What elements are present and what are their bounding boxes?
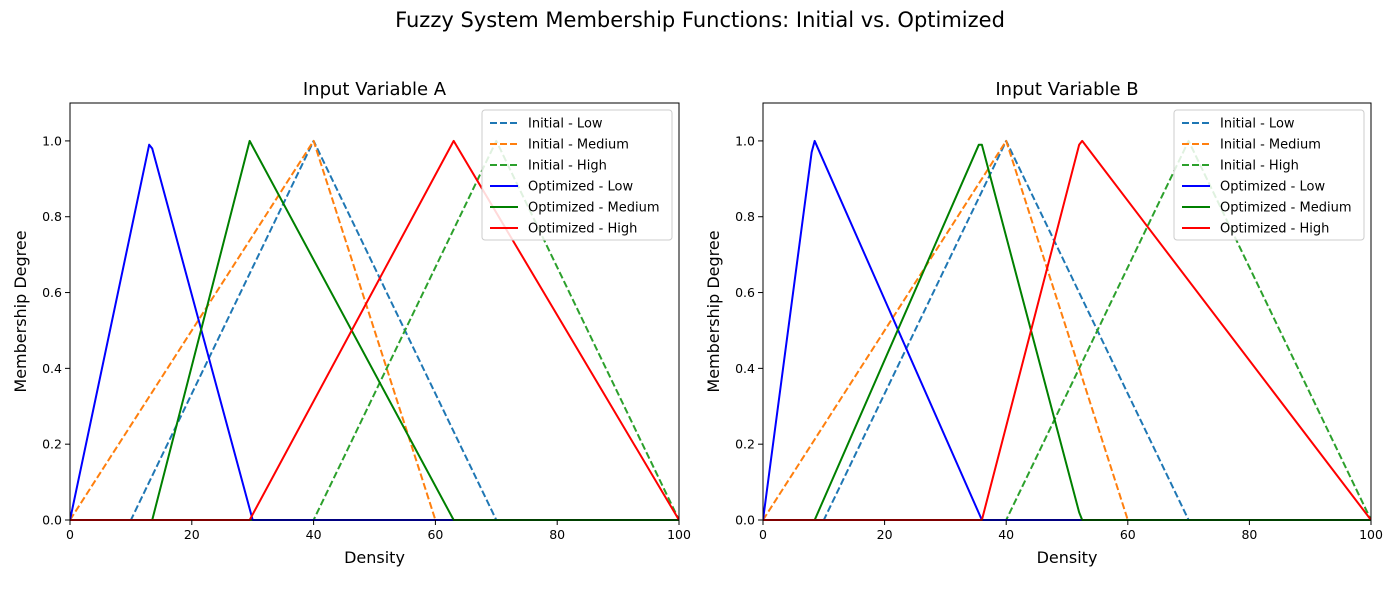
x-tick-label: 20 xyxy=(184,527,200,542)
legend-box xyxy=(481,109,673,241)
axes-frame xyxy=(69,102,680,521)
x-tick-label: 0 xyxy=(66,527,74,542)
subplot-title: Input Variable B xyxy=(995,79,1138,100)
x-tick-label: 20 xyxy=(877,527,893,542)
y-tick-label: 1.0 xyxy=(42,133,62,148)
legend-label-initial-high: Initial - High xyxy=(528,159,607,174)
legend-label-initial-high: Initial - High xyxy=(1220,159,1299,174)
y-tick-label: 0.0 xyxy=(735,513,755,528)
y-axis-label: Membership Degree xyxy=(11,230,30,392)
y-tick-label: 0.8 xyxy=(735,209,755,224)
x-tick-label: 40 xyxy=(998,527,1014,542)
x-tick-label: 0 xyxy=(759,527,767,542)
legend-label-initial-medium: Initial - Medium xyxy=(528,138,629,153)
legend-box xyxy=(1173,109,1365,241)
x-axis-label: Density xyxy=(344,548,405,567)
subplot-title: Input Variable A xyxy=(303,79,447,100)
x-tick-label: 60 xyxy=(427,527,443,542)
y-tick-label: 0.8 xyxy=(42,209,62,224)
y-tick-label: 0.0 xyxy=(42,513,62,528)
legend-label-optimized-low: Optimized - Low xyxy=(528,180,633,195)
legend: Initial - Low Initial - Medium Initial - H… xyxy=(1173,109,1365,241)
y-tick-label: 1.0 xyxy=(735,133,755,148)
y-axis-label: Membership Degree xyxy=(704,230,723,392)
x-axis-label: Density xyxy=(1037,548,1098,567)
y-tick-label: 0.2 xyxy=(42,437,62,452)
figure-title: Fuzzy System Membership Functions: Initi… xyxy=(395,8,1005,32)
x-tick-label: 60 xyxy=(1120,527,1136,542)
x-tick-label: 100 xyxy=(1359,527,1383,542)
legend-label-optimized-low: Optimized - Low xyxy=(1220,180,1325,195)
y-tick-label: 0.6 xyxy=(42,285,62,300)
y-tick-label: 0.6 xyxy=(735,285,755,300)
legend-label-optimized-medium: Optimized - Medium xyxy=(1220,201,1351,216)
subplot-input-variable-b: Input Variable B 0 20 40 60 80 100 0.0 0.2 0.4 0.6… xyxy=(704,79,1383,567)
x-tick-label: 80 xyxy=(1241,527,1257,542)
legend: Initial - Low Initial - Medium Initial - H… xyxy=(481,109,673,241)
x-tick-label: 40 xyxy=(306,527,322,542)
x-tick-label: 80 xyxy=(549,527,565,542)
legend-label-initial-low: Initial - Low xyxy=(528,117,603,132)
x-tick-label: 100 xyxy=(667,527,691,542)
y-tick-label: 0.4 xyxy=(735,361,755,376)
subplot-input-variable-a: Input Variable A 0 20 40 60 80 100 0.0 0.2 0.4 0.6… xyxy=(11,79,691,567)
y-tick-label: 0.4 xyxy=(42,361,62,376)
axes-frame xyxy=(762,102,1372,521)
legend-label-initial-low: Initial - Low xyxy=(1220,117,1295,132)
legend-label-optimized-high: Optimized - High xyxy=(528,222,637,237)
legend-label-optimized-high: Optimized - High xyxy=(1220,222,1329,237)
legend-label-initial-medium: Initial - Medium xyxy=(1220,138,1321,153)
legend-label-optimized-medium: Optimized - Medium xyxy=(528,201,659,216)
y-tick-label: 0.2 xyxy=(735,437,755,452)
